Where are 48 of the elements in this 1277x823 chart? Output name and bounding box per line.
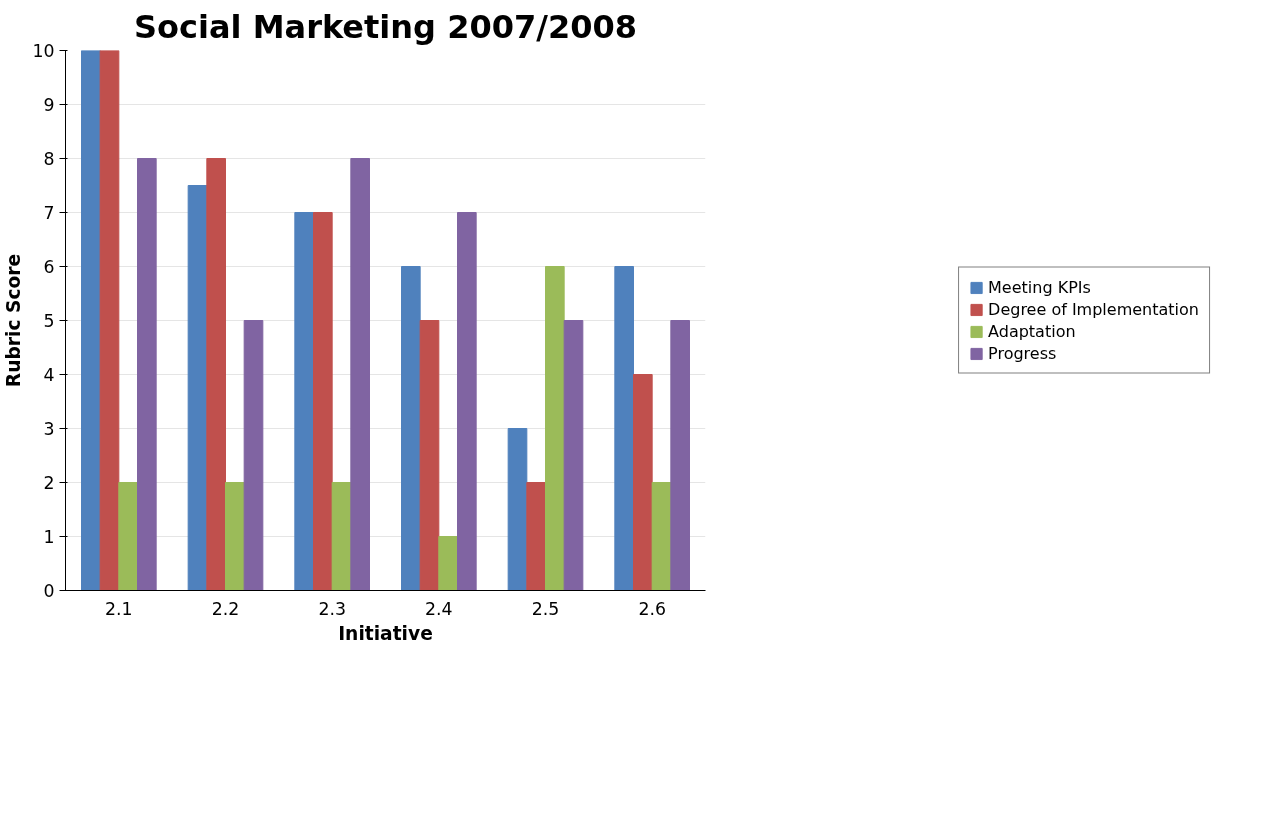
y-tick-label: 6 <box>43 257 55 277</box>
bar <box>401 266 421 591</box>
bar <box>419 320 440 591</box>
y-tick-label: 3 <box>43 419 55 439</box>
bar <box>651 482 672 591</box>
x-tick-label: 2.5 <box>531 598 560 619</box>
bar <box>187 185 208 591</box>
x-tick-label: 2.1 <box>105 598 133 619</box>
bar <box>614 266 634 591</box>
bar <box>331 482 352 591</box>
chart-title: Social Marketing 2007/2008 <box>134 7 637 46</box>
bar <box>206 158 226 591</box>
x-tick-label: 2.6 <box>638 598 666 619</box>
bar <box>457 212 477 591</box>
y-tick-label: 2 <box>43 473 55 493</box>
x-tick-label: 2.4 <box>425 598 453 619</box>
bar <box>118 482 138 591</box>
x-tick-label: 2.2 <box>211 598 240 619</box>
y-tick-label: 4 <box>43 365 55 385</box>
x-axis-title: Initiative <box>338 622 433 644</box>
y-tick-label: 1 <box>43 527 55 547</box>
y-tick-label: 0 <box>43 581 55 601</box>
legend-label: Degree of Implementation <box>988 299 1199 319</box>
bar <box>670 320 690 591</box>
bar <box>563 320 584 591</box>
bar <box>438 536 458 591</box>
bar <box>294 212 314 591</box>
bar <box>507 428 528 591</box>
bar <box>99 50 120 591</box>
y-tick-label: 10 <box>32 41 55 61</box>
legend-label: Meeting KPIs <box>988 277 1091 297</box>
bar <box>137 158 157 591</box>
y-tick-label: 8 <box>43 149 55 169</box>
bar <box>81 50 101 591</box>
legend-label: Progress <box>988 343 1057 363</box>
bar <box>545 266 565 591</box>
legend-label: Adaptation <box>988 321 1076 341</box>
x-tick-label: 2.3 <box>318 598 346 619</box>
bar <box>225 482 245 591</box>
bar <box>243 320 264 591</box>
y-tick-label: 7 <box>43 203 55 223</box>
y-tick-label: 9 <box>43 95 55 115</box>
bar <box>313 212 333 591</box>
bar <box>350 158 370 591</box>
y-axis-title: Rubric Score <box>3 253 25 388</box>
y-tick-label: 5 <box>43 311 55 331</box>
bar <box>526 482 546 591</box>
bar <box>633 374 653 591</box>
